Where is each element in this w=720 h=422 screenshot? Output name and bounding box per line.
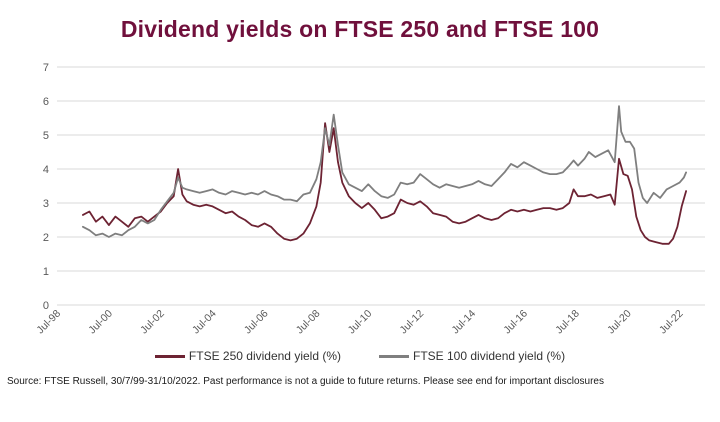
- x-tick-label: Jul-22: [657, 308, 686, 337]
- y-tick-label: 0: [43, 300, 49, 312]
- y-tick-label: 3: [43, 198, 49, 210]
- legend-label-ftse100: FTSE 100 dividend yield (%): [413, 349, 566, 363]
- x-tick-label: Jul-00: [86, 308, 115, 337]
- source-note: Source: FTSE Russell, 30/7/99-31/10/2022…: [7, 376, 604, 387]
- legend-item-ftse100: FTSE 100 dividend yield (%): [379, 349, 565, 363]
- y-tick-label: 1: [43, 266, 49, 278]
- series-line-ftse100: [82, 105, 687, 238]
- x-tick-label: Jul-12: [398, 308, 427, 337]
- x-tick-label: Jul-20: [605, 308, 634, 337]
- x-tick-label: Jul-10: [346, 308, 375, 337]
- x-tick-label: Jul-14: [449, 308, 478, 337]
- y-tick-label: 6: [43, 96, 49, 108]
- legend-line-ftse250-icon: [154, 354, 185, 358]
- x-tick-label: Jul-04: [190, 308, 219, 337]
- legend-item-ftse250: FTSE 250 dividend yield (%): [154, 349, 341, 363]
- x-tick-label: Jul-08: [294, 308, 323, 337]
- x-tick-label: Jul-18: [553, 308, 582, 337]
- y-tick-label: 5: [43, 130, 49, 142]
- series-line-ftse250: [82, 122, 687, 245]
- chart-legend: FTSE 250 dividend yield (%) FTSE 100 div…: [0, 349, 720, 363]
- chart-title: Dividend yields on FTSE 250 and FTSE 100: [120, 16, 600, 42]
- y-tick-label: 4: [43, 164, 49, 176]
- y-tick-label: 7: [43, 62, 49, 74]
- legend-line-ftse100-icon: [379, 354, 409, 358]
- x-tick-label: Jul-06: [242, 308, 271, 337]
- legend-label-ftse250: FTSE 250 dividend yield (%): [188, 349, 341, 363]
- y-tick-label: 2: [43, 232, 49, 244]
- x-tick-label: Jul-02: [138, 308, 167, 337]
- x-tick-label: Jul-16: [501, 308, 530, 337]
